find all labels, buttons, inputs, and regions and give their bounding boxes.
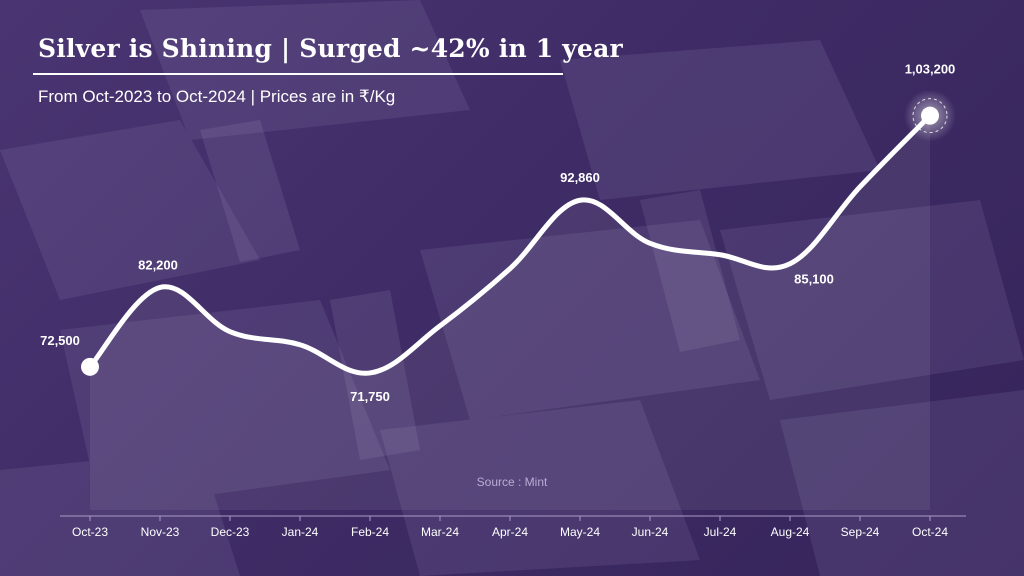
x-tick-label: Sep-24 — [841, 525, 880, 539]
series-line — [87, 113, 933, 376]
source-note: Source : Mint — [477, 475, 548, 489]
x-tick-label: Oct-24 — [912, 525, 948, 539]
x-tick-label: Nov-23 — [141, 525, 180, 539]
data-label: 85,100 — [794, 272, 834, 287]
data-label: 71,750 — [350, 389, 390, 404]
series-area — [90, 115, 930, 511]
x-tick-label: Jun-24 — [632, 525, 669, 539]
end-point — [921, 106, 939, 125]
data-label: 92,860 — [560, 170, 600, 185]
chart-title: Silver is Shining | Surged ~42% in 1 yea… — [38, 34, 623, 63]
data-label: 82,200 — [138, 257, 178, 272]
end-point-ring — [912, 98, 948, 134]
x-tick-label: Dec-23 — [211, 525, 250, 539]
title-underline — [33, 73, 563, 75]
start-point — [81, 357, 99, 376]
x-tick-label: Jul-24 — [704, 525, 737, 539]
x-tick-label: Mar-24 — [421, 525, 459, 539]
x-tick-label: Aug-24 — [771, 525, 810, 539]
x-tick-label: Oct-23 — [72, 525, 108, 539]
data-label: 72,500 — [40, 333, 80, 348]
data-label: 1,03,200 — [905, 62, 956, 77]
chart-subtitle: From Oct-2023 to Oct-2024 | Prices are i… — [38, 87, 396, 106]
x-tick-label: Apr-24 — [492, 525, 528, 539]
x-tick-label: May-24 — [560, 525, 600, 539]
data-label-layer: 72,500 82,200 71,750 92,860 85,100 1,03,200 — [40, 62, 955, 404]
x-tick-label: Jan-24 — [282, 525, 319, 539]
x-tick-label: Feb-24 — [351, 525, 389, 539]
x-axis-ticks: Oct-23 Nov-23 Dec-23 Jan-24 Feb-24 Mar-24 Apr-… — [72, 516, 948, 539]
line-layer — [81, 89, 956, 511]
